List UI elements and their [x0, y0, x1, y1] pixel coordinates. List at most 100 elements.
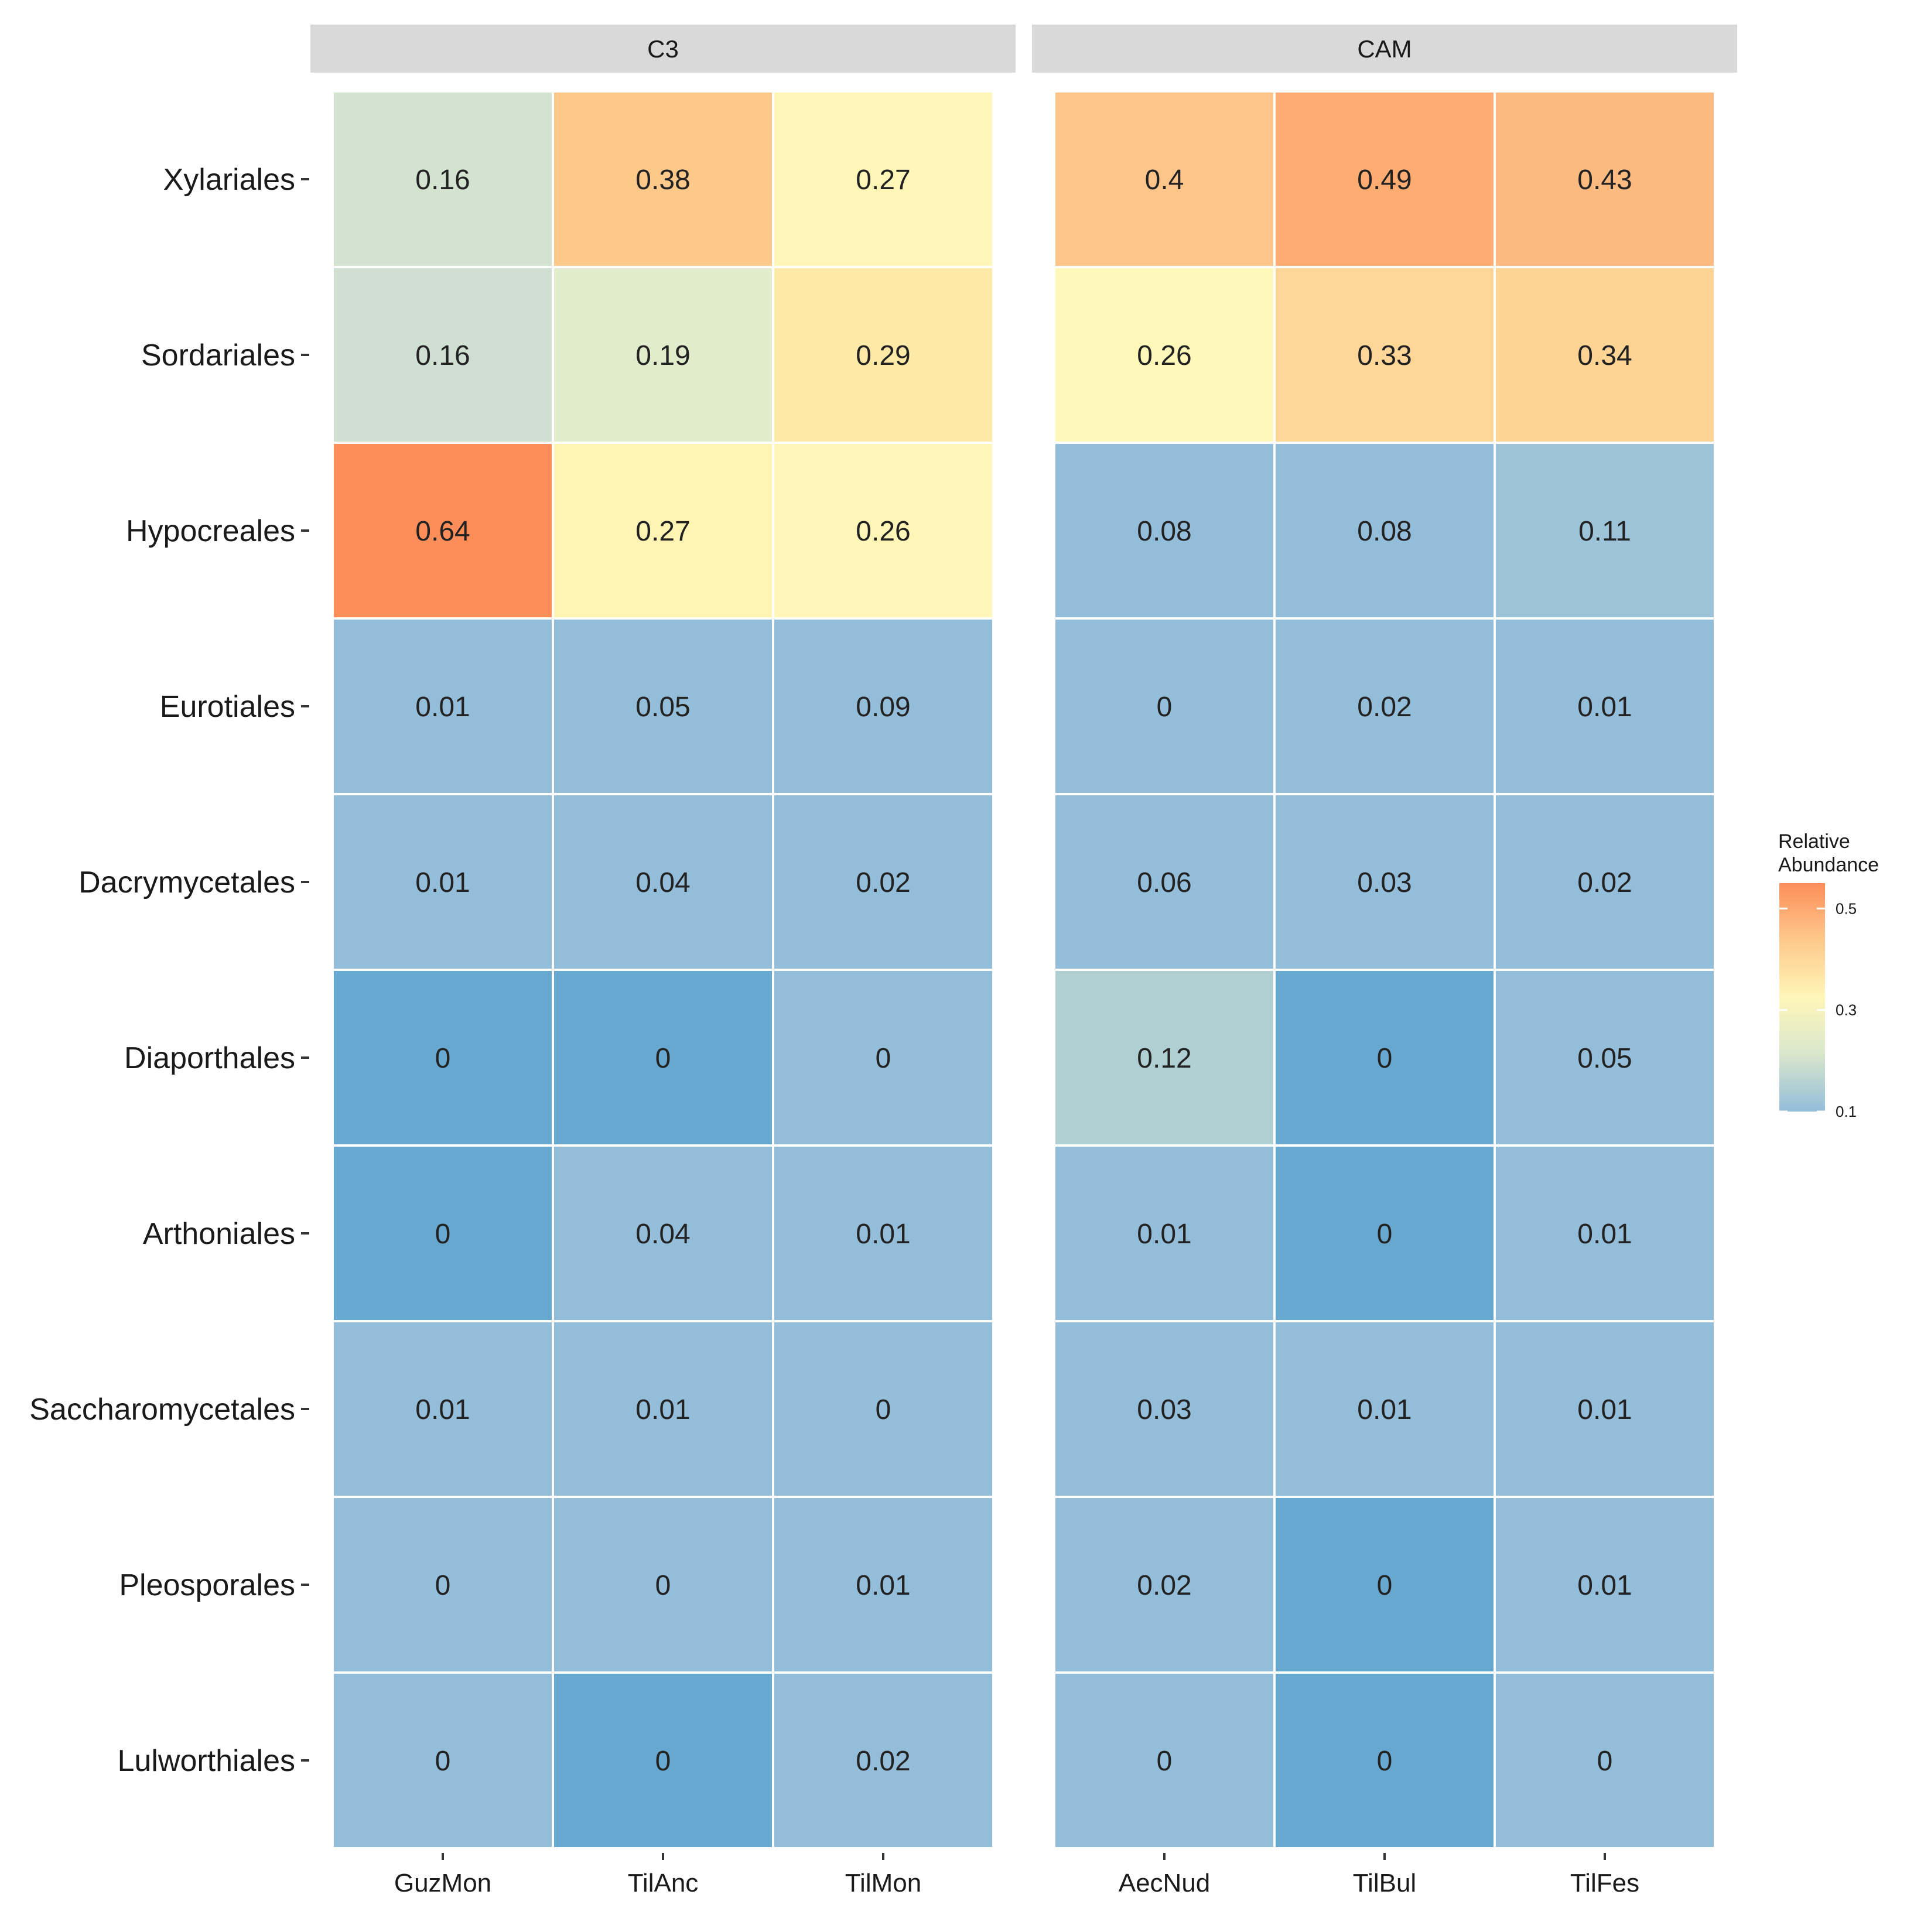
heatmap-cell [1053, 266, 1276, 444]
cell-value-label: 0.26 [1137, 340, 1191, 371]
facet-strip-label: C3 [647, 35, 679, 63]
cell-value-label: 0.01 [415, 867, 470, 898]
heatmap-cell [552, 442, 774, 620]
cell-value-label: 0 [876, 1394, 891, 1425]
legend-colorbar [1779, 883, 1825, 1112]
cell-value-label: 0 [435, 1570, 451, 1601]
heatmap-cell [552, 90, 774, 268]
cell-value-label: 0 [1377, 1746, 1393, 1777]
y-tick-label: Lulworthiales [118, 1744, 296, 1778]
x-tick-label: TilMon [845, 1869, 921, 1897]
heatmap-cell [1494, 1320, 1716, 1498]
cell-value-label: 0.01 [856, 1219, 910, 1250]
y-tick-label: Arthoniales [143, 1217, 295, 1251]
y-tick-label: Pleosporales [119, 1568, 295, 1602]
cell-value-label: 0.04 [635, 1219, 690, 1250]
cell-value-label: 0.01 [415, 692, 470, 723]
y-tick-label: Sordariales [141, 338, 295, 372]
heatmap-cell [1273, 442, 1496, 620]
heatmap-cell [772, 793, 994, 971]
heatmap-cell [1273, 1671, 1496, 1849]
facet-cam: CAM 0.4 0.49 0.43 0.26 0.33 0.34 0.08 0.08 0.11 0 0… [1032, 25, 1737, 1897]
heatmap-cell [552, 793, 774, 971]
cell-value-label: 0.08 [1137, 516, 1191, 547]
cell-value-label: 0.38 [635, 165, 690, 196]
heatmap-cell [1273, 1320, 1496, 1498]
heatmap-cell [1053, 1496, 1276, 1674]
heatmap-cell [772, 1496, 994, 1674]
cell-value-label: 0.05 [635, 692, 690, 723]
x-tick-label: TilAnc [628, 1869, 699, 1897]
heatmap-cell [1273, 969, 1496, 1147]
heatmap-cell [552, 1320, 774, 1498]
heatmap-cell [1494, 617, 1716, 795]
cell-value-label: 0 [655, 1746, 671, 1777]
heatmap-cell [331, 1496, 554, 1674]
cell-value-label: 0.19 [635, 340, 690, 371]
y-tick-label: Dacrymycetales [78, 866, 295, 900]
cell-value-label: 0.01 [1577, 1570, 1632, 1601]
facets-layer: C3 0.16 0.38 0.27 0.16 0.19 0.29 0.64 0.27 0.26 0.… [310, 25, 1737, 1897]
heatmap-cell [1053, 1671, 1276, 1849]
heatmap-cell [1053, 90, 1276, 268]
heatmap-cell [331, 1144, 554, 1322]
heatmap-cell [1494, 1496, 1716, 1674]
heatmap-cell [331, 90, 554, 268]
heatmap-cell [772, 90, 994, 268]
heatmap-cell [331, 442, 554, 620]
legend-title: Abundance [1778, 854, 1879, 876]
cell-value-label: 0 [435, 1043, 451, 1074]
x-tick-label: AecNud [1119, 1869, 1211, 1897]
cell-value-label: 0.26 [856, 516, 910, 547]
cell-value-label: 0.16 [415, 340, 470, 371]
y-tick-label: Eurotiales [160, 690, 295, 724]
cell-value-label: 0.04 [635, 867, 690, 898]
cell-value-label: 0.01 [856, 1570, 910, 1601]
cell-value-label: 0 [655, 1043, 671, 1074]
x-tick-label: TilFes [1570, 1869, 1639, 1897]
cell-value-label: 0.08 [1357, 516, 1412, 547]
cell-value-label: 0.01 [635, 1394, 690, 1425]
cell-value-label: 0.64 [415, 516, 470, 547]
cell-value-label: 0.06 [1137, 867, 1191, 898]
heatmap-cell [552, 1496, 774, 1674]
cell-value-label: 0 [655, 1570, 671, 1601]
cell-value-label: 0.01 [1577, 1394, 1632, 1425]
cell-value-label: 0.01 [415, 1394, 470, 1425]
facet-strip [310, 25, 1016, 73]
cell-value-label: 0.03 [1137, 1394, 1191, 1425]
heatmap-cell [772, 1671, 994, 1849]
heatmap-cell [552, 969, 774, 1147]
cell-value-label: 0.01 [1357, 1394, 1412, 1425]
x-tick-label: TilBul [1353, 1869, 1416, 1897]
heatmap-cell [1494, 266, 1716, 444]
heatmap-cell [1273, 266, 1496, 444]
cell-value-label: 0.02 [1577, 867, 1632, 898]
cell-value-label: 0.4 [1145, 165, 1184, 196]
heatmap-cell [772, 617, 994, 795]
cell-value-label: 0 [1377, 1219, 1393, 1250]
cell-value-label: 0 [1157, 692, 1173, 723]
legend-tick-label: 0.3 [1836, 1001, 1857, 1019]
cell-value-label: 0.01 [1137, 1219, 1191, 1250]
heatmap-cell [331, 1320, 554, 1498]
cell-value-label: 0.27 [635, 516, 690, 547]
cell-value-label: 0.34 [1577, 340, 1632, 371]
heatmap-cell [331, 617, 554, 795]
facet-c3: C3 0.16 0.38 0.27 0.16 0.19 0.29 0.64 0.27 0.26 0.… [310, 25, 1016, 1897]
heatmap-cell [772, 1320, 994, 1498]
cell-value-label: 0 [1377, 1043, 1393, 1074]
legend-tick-label: 0.1 [1836, 1103, 1857, 1120]
cell-value-label: 0.27 [856, 165, 910, 196]
cell-value-label: 0 [1597, 1746, 1613, 1777]
y-tick-label: Saccharomycetales [29, 1393, 295, 1427]
y-tick-label: Xylariales [163, 163, 295, 197]
y-tick-label: Hypocreales [126, 514, 295, 548]
cell-value-label: 0.05 [1577, 1043, 1632, 1074]
cell-value-label: 0.16 [415, 165, 470, 196]
facet-strip-label: CAM [1357, 35, 1412, 63]
cell-value-label: 0.11 [1578, 516, 1631, 547]
heatmap-cell [1494, 90, 1716, 268]
